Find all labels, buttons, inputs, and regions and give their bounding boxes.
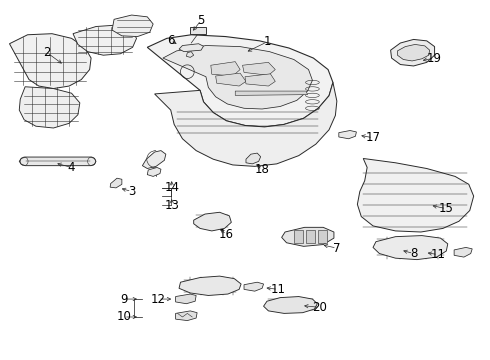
Polygon shape — [112, 15, 153, 37]
Polygon shape — [155, 82, 337, 166]
Text: 15: 15 — [439, 202, 454, 215]
Text: 6: 6 — [167, 33, 174, 47]
Polygon shape — [179, 44, 203, 51]
Text: 14: 14 — [164, 181, 179, 194]
Polygon shape — [190, 27, 206, 34]
Text: 17: 17 — [366, 131, 381, 144]
Text: 2: 2 — [43, 46, 51, 59]
Text: 4: 4 — [68, 161, 75, 174]
Text: 16: 16 — [219, 228, 234, 241]
Polygon shape — [294, 230, 303, 243]
Polygon shape — [143, 150, 166, 168]
Text: 10: 10 — [117, 310, 131, 324]
Polygon shape — [235, 91, 308, 95]
Polygon shape — [211, 62, 240, 76]
Text: 5: 5 — [197, 14, 205, 27]
Polygon shape — [454, 247, 472, 257]
Polygon shape — [216, 73, 246, 86]
Polygon shape — [110, 178, 122, 188]
Polygon shape — [397, 44, 430, 61]
Text: 12: 12 — [150, 293, 166, 306]
Polygon shape — [245, 74, 275, 86]
Polygon shape — [175, 294, 196, 304]
Polygon shape — [73, 25, 137, 55]
Text: 20: 20 — [312, 301, 327, 314]
Polygon shape — [391, 40, 435, 66]
Text: 8: 8 — [410, 247, 417, 260]
Polygon shape — [306, 230, 315, 243]
Polygon shape — [9, 34, 91, 89]
Polygon shape — [186, 51, 194, 57]
Text: 3: 3 — [128, 185, 135, 198]
Polygon shape — [373, 235, 448, 260]
Polygon shape — [246, 153, 261, 164]
Polygon shape — [19, 157, 96, 166]
Polygon shape — [243, 62, 275, 75]
Polygon shape — [194, 212, 231, 231]
Polygon shape — [147, 35, 333, 127]
Text: 13: 13 — [164, 199, 179, 212]
Text: 1: 1 — [263, 35, 271, 49]
Polygon shape — [244, 282, 264, 291]
Polygon shape — [19, 87, 80, 128]
Polygon shape — [357, 158, 474, 232]
Polygon shape — [163, 45, 313, 109]
Polygon shape — [264, 297, 318, 314]
Text: 19: 19 — [427, 51, 442, 64]
Text: 11: 11 — [271, 283, 286, 296]
Text: 18: 18 — [255, 163, 270, 176]
Polygon shape — [318, 230, 327, 243]
Polygon shape — [147, 167, 161, 176]
Polygon shape — [282, 227, 334, 246]
Text: 7: 7 — [333, 242, 341, 255]
Text: 11: 11 — [431, 248, 445, 261]
Polygon shape — [175, 311, 197, 320]
Text: 9: 9 — [120, 293, 127, 306]
Polygon shape — [179, 276, 241, 296]
Polygon shape — [339, 131, 356, 139]
